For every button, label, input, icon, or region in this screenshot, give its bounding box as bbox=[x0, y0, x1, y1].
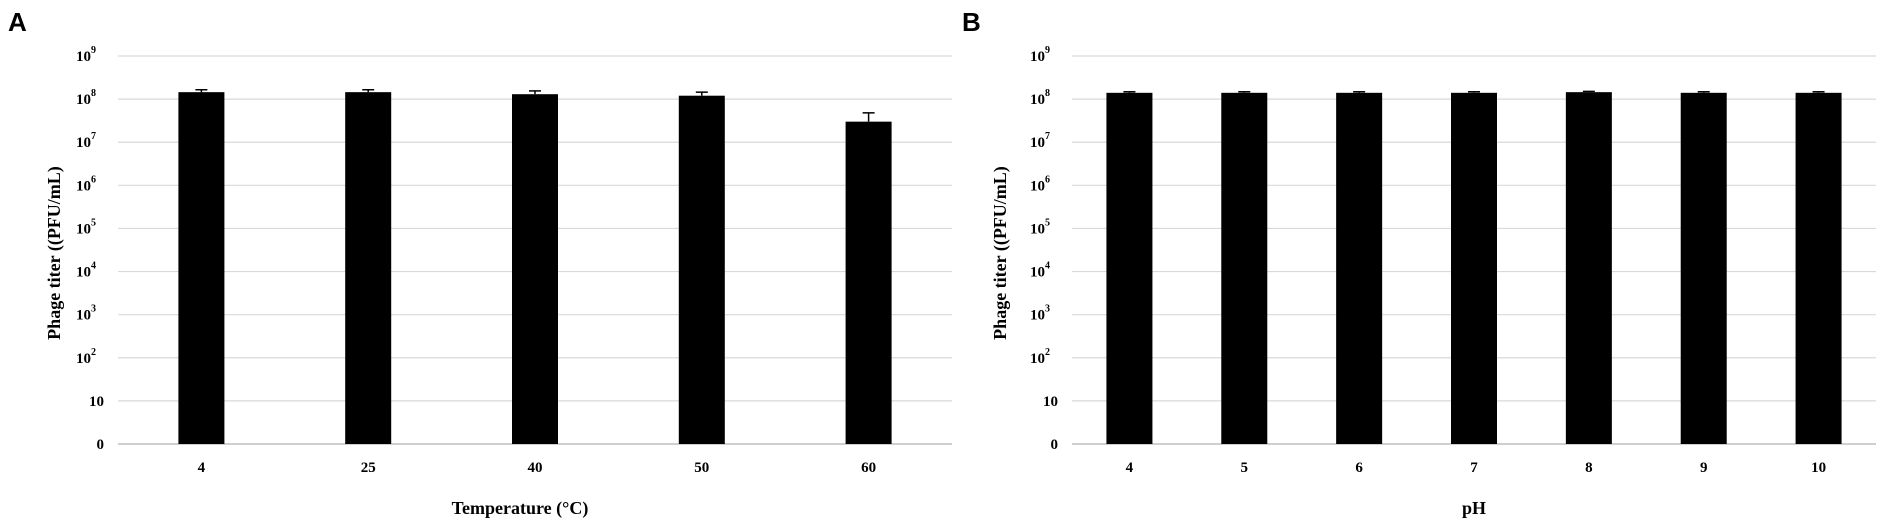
x-tick-label: 4 bbox=[1126, 460, 1134, 476]
bar bbox=[1795, 92, 1842, 444]
x-tick-label: 4 bbox=[198, 460, 206, 476]
y-tick-label: 107 bbox=[1030, 131, 1050, 151]
x-tick-label: 9 bbox=[1700, 460, 1708, 476]
error-bar bbox=[1353, 91, 1366, 93]
bar bbox=[678, 95, 725, 445]
y-tick-label: 104 bbox=[76, 261, 96, 281]
x-axis-label-a: Temperature (°C) bbox=[452, 498, 589, 519]
bar bbox=[1336, 92, 1383, 444]
x-tick-label: 7 bbox=[1470, 460, 1478, 476]
x-axis-label-b: pH bbox=[1462, 498, 1486, 518]
y-tick-label: 10 bbox=[89, 394, 104, 410]
error-bar bbox=[1697, 91, 1710, 93]
error-bar bbox=[1238, 91, 1251, 93]
y-tick-label: 102 bbox=[76, 347, 96, 367]
error-bar bbox=[695, 91, 708, 96]
bar bbox=[1106, 92, 1153, 444]
panel-letter-b: B bbox=[962, 7, 981, 37]
y-tick-label: 105 bbox=[1030, 217, 1050, 237]
bar bbox=[1680, 92, 1727, 444]
y-tick-label: 107 bbox=[76, 131, 96, 151]
x-tick-label: 8 bbox=[1585, 460, 1593, 476]
y-axis-label-a: Phage titer ((PFU/mL) bbox=[44, 166, 65, 340]
y-tick-label: 108 bbox=[1030, 88, 1050, 108]
bar bbox=[1221, 92, 1268, 444]
y-tick-label: 106 bbox=[1030, 174, 1050, 194]
bar bbox=[345, 92, 392, 444]
chart-panel-a: 0 10 102 103 104 105 106 107 108 109 4 25 40 50 60 Ph… bbox=[44, 45, 952, 519]
bar bbox=[512, 94, 558, 444]
error-bar bbox=[529, 90, 541, 95]
x-tick-label: 6 bbox=[1355, 460, 1363, 476]
y-tick-label: 108 bbox=[76, 88, 96, 108]
y-tick-label: 109 bbox=[76, 45, 96, 65]
bar bbox=[1565, 92, 1612, 444]
error-bar bbox=[1468, 91, 1480, 93]
error-bar bbox=[362, 88, 375, 93]
x-tick-label: 10 bbox=[1811, 460, 1826, 476]
y-tick-label: 105 bbox=[76, 217, 96, 237]
y-tick-label: 103 bbox=[76, 304, 96, 324]
y-tick-label: 0 bbox=[1051, 437, 1059, 453]
chart-panel-b: 0 10 102 103 104 105 106 107 108 109 4 5 6 7 8 9 10 Pha… bbox=[990, 45, 1876, 518]
y-tick-label: 0 bbox=[97, 437, 105, 453]
panel-letter-a: A bbox=[8, 7, 27, 37]
y-tick-label: 104 bbox=[1030, 261, 1050, 281]
error-bar bbox=[1123, 91, 1136, 93]
x-tick-label: 5 bbox=[1241, 460, 1249, 476]
bar bbox=[1451, 92, 1497, 444]
y-tick-label: 103 bbox=[1030, 304, 1050, 324]
bar bbox=[845, 121, 892, 445]
y-tick-label: 109 bbox=[1030, 45, 1050, 65]
y-axis-label-b: Phage titer ((PFU/mL) bbox=[990, 166, 1011, 340]
y-tick-label: 10 bbox=[1043, 394, 1058, 410]
y-tick-label: 102 bbox=[1030, 347, 1050, 367]
x-tick-label: 40 bbox=[528, 460, 543, 476]
error-bar bbox=[195, 88, 208, 93]
x-tick-label: 50 bbox=[694, 460, 709, 476]
error-bar bbox=[1812, 91, 1825, 93]
bar bbox=[178, 92, 225, 444]
y-tick-label: 106 bbox=[76, 174, 96, 194]
x-tick-label: 25 bbox=[361, 460, 376, 476]
error-bar bbox=[862, 112, 875, 122]
error-bar bbox=[1582, 90, 1595, 93]
x-tick-label: 60 bbox=[861, 460, 876, 476]
